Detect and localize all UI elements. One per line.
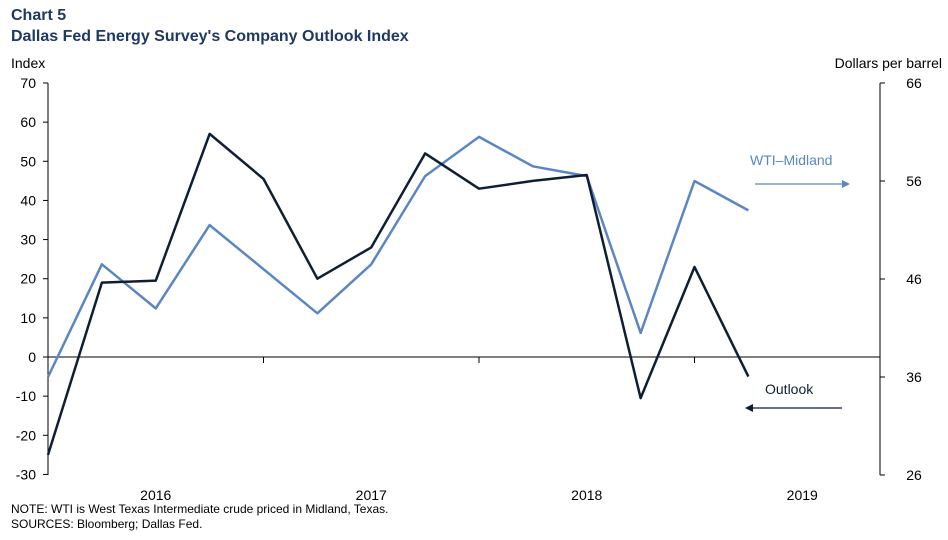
chart-axes [47,83,881,475]
left-tick-label: 40 [20,192,36,208]
left-tick-label: 20 [20,271,36,287]
wti-line [46,135,749,378]
left-tick-label: -10 [16,388,36,404]
left-axis-ticks: 70 60 50 40 30 20 10 0 -10 -20 -30 [16,75,48,482]
series-labels: WTI–Midland Outlook [745,152,850,412]
wti-series-label: WTI–Midland [750,152,832,168]
series-lines [46,132,750,456]
outlook-line [46,132,750,456]
note-text: NOTE: WTI is West Texas Intermediate cru… [11,502,389,516]
chart-notes: NOTE: WTI is West Texas Intermediate cru… [11,502,388,532]
right-tick-label: 26 [906,467,922,483]
left-tick-label: -30 [16,466,36,482]
right-axis-ticks: 66 56 46 36 26 [880,75,922,483]
outlook-series-label: Outlook [765,381,814,397]
x-tick-label: 2019 [787,487,818,500]
chart-number: Chart 5 [11,7,67,24]
right-axis-label: Dollars per barrel [834,55,942,71]
x-tick-label: 2016 [140,487,171,500]
outlook-arrow-head [745,404,753,412]
right-tick-label: 56 [906,173,922,189]
sources-text: SOURCES: Bloomberg; Dallas Fed. [11,517,203,531]
left-tick-label: 60 [20,114,36,130]
right-tick-label: 46 [906,271,922,287]
x-tick-label: 2017 [356,487,387,500]
chart-title: Dallas Fed Energy Survey's Company Outlo… [11,28,409,45]
left-axis-label: Index [11,55,46,71]
line-chart: 70 60 50 40 30 20 10 0 -10 -20 -30 66 56 46 36 26 2016… [16,75,922,500]
left-tick-label: 30 [20,232,36,248]
left-tick-label: 50 [20,153,36,169]
right-tick-label: 36 [906,369,922,385]
left-tick-label: 10 [20,310,36,326]
left-tick-label: 70 [20,75,36,91]
left-tick-label: -20 [16,427,36,443]
x-tick-label: 2018 [571,487,602,500]
left-tick-label: 0 [28,349,36,365]
right-tick-label: 66 [906,75,922,91]
x-axis-ticks: 2016 2017 2018 2019 [47,357,818,500]
wti-arrow-head [842,180,850,188]
